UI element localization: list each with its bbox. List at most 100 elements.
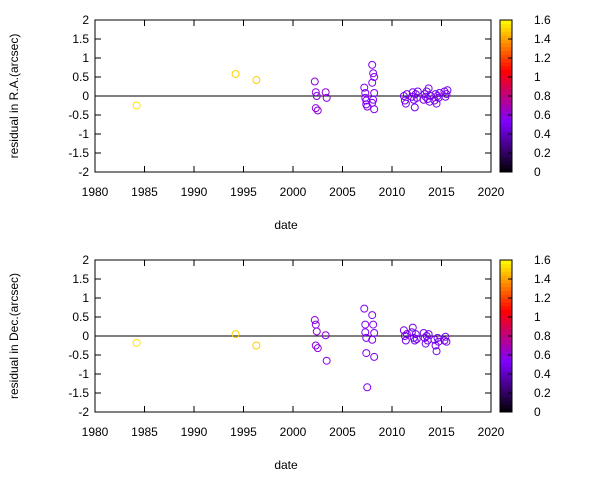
y-tick-label: 2 (82, 13, 89, 27)
panel-2: 2 1.5 1 0.5 0 -0.5 -1 -1.5 -2 1980 1985 1990 1995 200… (7, 253, 551, 472)
y-axis-label: residual in Dec.(arcsec) (7, 273, 21, 399)
colorbar-swatch (500, 347, 512, 352)
data-point (424, 330, 433, 339)
data-point (421, 92, 430, 101)
data-point (368, 78, 377, 87)
y-tick-label: 0.5 (72, 310, 89, 324)
colorbar-tick-label: 1.4 (534, 272, 551, 286)
data-point (321, 88, 330, 97)
data-point (132, 338, 141, 347)
data-point (311, 320, 320, 329)
colorbar-swatch (500, 160, 512, 165)
colorbar-swatch (500, 404, 512, 409)
colorbar-swatch (500, 23, 512, 29)
x-tick-label: 2000 (280, 425, 307, 439)
data-point (360, 304, 369, 313)
colorbar-swatch (500, 46, 512, 51)
data-point (132, 101, 141, 110)
data-point (231, 330, 240, 339)
data-point (440, 336, 449, 345)
colorbar-tick-label: 0.4 (534, 367, 551, 381)
colorbar-tick-label: 0 (534, 405, 541, 419)
y-tick-label: -0.5 (68, 108, 89, 122)
data-point (361, 320, 370, 329)
colorbar-swatch (500, 168, 512, 173)
colorbar-swatch (500, 396, 512, 402)
colorbar-swatch (500, 279, 512, 284)
colorbar-tick-label: 1.4 (534, 32, 551, 46)
colorbar-swatch (500, 141, 512, 146)
x-tick-label: 1980 (82, 425, 109, 439)
data-point (313, 344, 322, 353)
colorbar-swatch (500, 164, 512, 169)
y-tick-label: 1 (82, 291, 89, 305)
data-point (362, 333, 371, 342)
x-tick-label: 2015 (428, 425, 455, 439)
colorbar-swatch (500, 275, 512, 280)
data-point (311, 104, 320, 113)
colorbar-swatch (500, 126, 512, 131)
colorbar-swatch (500, 20, 512, 25)
x-tick-label: 1980 (82, 185, 109, 199)
y-tick-label: -1.5 (68, 386, 89, 400)
colorbar-swatch (500, 328, 512, 333)
y-tick-label: 1 (82, 51, 89, 65)
data-point (402, 90, 411, 99)
data-point (252, 341, 261, 350)
data-point (322, 93, 331, 102)
colorbar-swatch (500, 69, 512, 74)
colorbar-swatch (500, 260, 512, 265)
data-point (412, 335, 421, 344)
y-tick-label: 1.5 (72, 272, 89, 286)
data-point (441, 332, 450, 341)
y-tick-label: -2 (78, 165, 89, 179)
colorbar-swatch (500, 115, 512, 120)
colorbar-tick-label: 1 (534, 70, 541, 84)
colorbar-swatch (500, 336, 512, 341)
data-point (408, 323, 417, 332)
data-point (231, 69, 240, 78)
colorbar-swatch (500, 320, 512, 326)
x-tick-label: 2020 (478, 185, 505, 199)
y-tick-label: 0.5 (72, 70, 89, 84)
colorbar-swatch (500, 149, 512, 154)
data-point (410, 103, 419, 112)
x-tick-label: 2000 (280, 185, 307, 199)
colorbar-swatch (500, 88, 512, 93)
colorbar-swatch (500, 31, 512, 36)
colorbar-tick-label: 0.6 (534, 108, 551, 122)
colorbar-swatch (500, 332, 512, 337)
colorbar-swatch (500, 145, 512, 150)
colorbar-swatch (500, 50, 512, 55)
data-point (368, 60, 377, 69)
colorbar-swatch (500, 84, 512, 89)
colorbar-swatch (500, 271, 512, 276)
data-point (312, 327, 321, 336)
colorbar-swatch (500, 408, 512, 413)
data-point (413, 87, 422, 96)
colorbar-swatch (500, 339, 512, 345)
colorbar-swatch (500, 118, 512, 124)
data-point (362, 349, 371, 358)
colorbar-swatch (500, 77, 512, 82)
data-point (313, 106, 322, 115)
colorbar-swatch (500, 107, 512, 112)
colorbar-swatch (500, 130, 512, 135)
data-point (401, 99, 410, 108)
colorbar-swatch (500, 61, 512, 67)
colorbar: 1.6 1.4 1.2 1 0.8 0.6 0.4 0.2 0 (499, 13, 551, 179)
colorbar-swatch (500, 111, 512, 116)
colorbar-tick-label: 1.6 (534, 253, 551, 267)
data-point (407, 328, 416, 337)
y-tick-label: 0 (82, 89, 89, 103)
colorbar-tick-label: 1.6 (534, 13, 551, 27)
colorbar-swatch (500, 298, 512, 303)
colorbar-tick-label: 0.6 (534, 348, 551, 362)
colorbar-swatch (500, 156, 512, 162)
data-point (411, 90, 420, 99)
colorbar-swatch (500, 389, 512, 394)
data-point (411, 330, 420, 339)
colorbar-tick-label: 1.2 (534, 51, 551, 65)
x-tick-label: 2020 (478, 425, 505, 439)
